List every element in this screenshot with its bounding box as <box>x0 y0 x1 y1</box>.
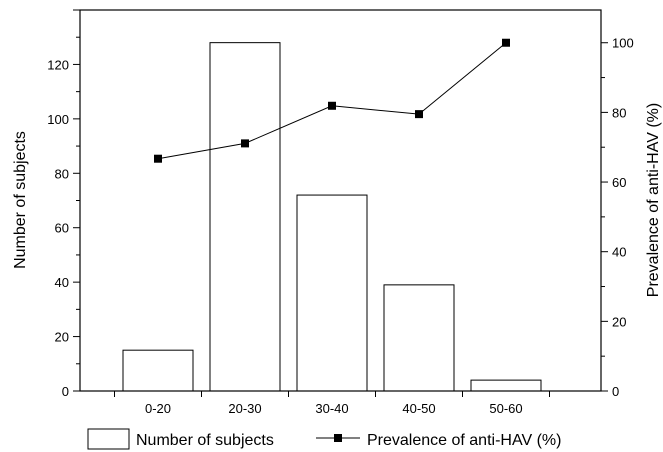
y-tick-label-left: 0 <box>62 384 69 399</box>
bar <box>470 379 542 392</box>
plot-area: 0-20 20-30 30-40 40-50 50-60 0 20 40 60 80 100 120… <box>47 9 634 416</box>
bar <box>383 284 455 392</box>
legend-swatch-bar <box>87 428 130 450</box>
y-axis-title-left: Number of subjects <box>12 131 29 269</box>
y-tick-label-right: 80 <box>612 105 626 120</box>
y-axis-right: 0 20 40 60 80 100 <box>601 36 634 399</box>
x-tick-label: 20-30 <box>228 401 261 416</box>
y-tick-label-right: 100 <box>612 36 634 51</box>
legend-label-bar: Number of subjects <box>136 432 274 449</box>
y-tick-label-left: 60 <box>55 221 69 236</box>
x-tick-label: 40-50 <box>402 401 435 416</box>
y-tick-label-right: 20 <box>612 314 626 329</box>
x-axis: 0-20 20-30 30-40 40-50 50-60 <box>114 391 550 416</box>
x-tick-label: 0-20 <box>145 401 171 416</box>
point-marker <box>502 38 510 47</box>
legend-label-line: Prevalence of anti-HAV (%) <box>367 432 561 449</box>
y-axis-title-right: Prevalence of anti-HAV (%) <box>645 103 662 297</box>
point-marker <box>328 101 336 110</box>
legend-swatch-marker <box>334 434 342 442</box>
y-tick-label-right: 0 <box>612 384 619 399</box>
y-axis-left: 0 20 40 60 80 100 120 <box>47 9 80 399</box>
bar <box>209 42 281 392</box>
x-tick-label: 50-60 <box>489 401 522 416</box>
y-tick-label-left: 120 <box>47 57 69 72</box>
y-tick-label-left: 100 <box>47 112 69 127</box>
y-tick-label-left: 20 <box>55 330 69 345</box>
legend: Number of subjects Prevalence of anti-HA… <box>87 428 561 450</box>
bar-series <box>122 42 542 392</box>
point-marker <box>241 139 249 148</box>
y-tick-label-right: 60 <box>612 175 626 190</box>
bar <box>122 349 194 392</box>
point-marker <box>154 154 162 163</box>
line-series <box>154 38 510 163</box>
point-marker <box>415 110 423 119</box>
x-tick-label: 30-40 <box>315 401 348 416</box>
y-tick-label-right: 40 <box>612 245 626 260</box>
y-tick-label-left: 80 <box>55 166 69 181</box>
bar <box>296 194 368 392</box>
y-tick-label-left: 40 <box>55 275 69 290</box>
